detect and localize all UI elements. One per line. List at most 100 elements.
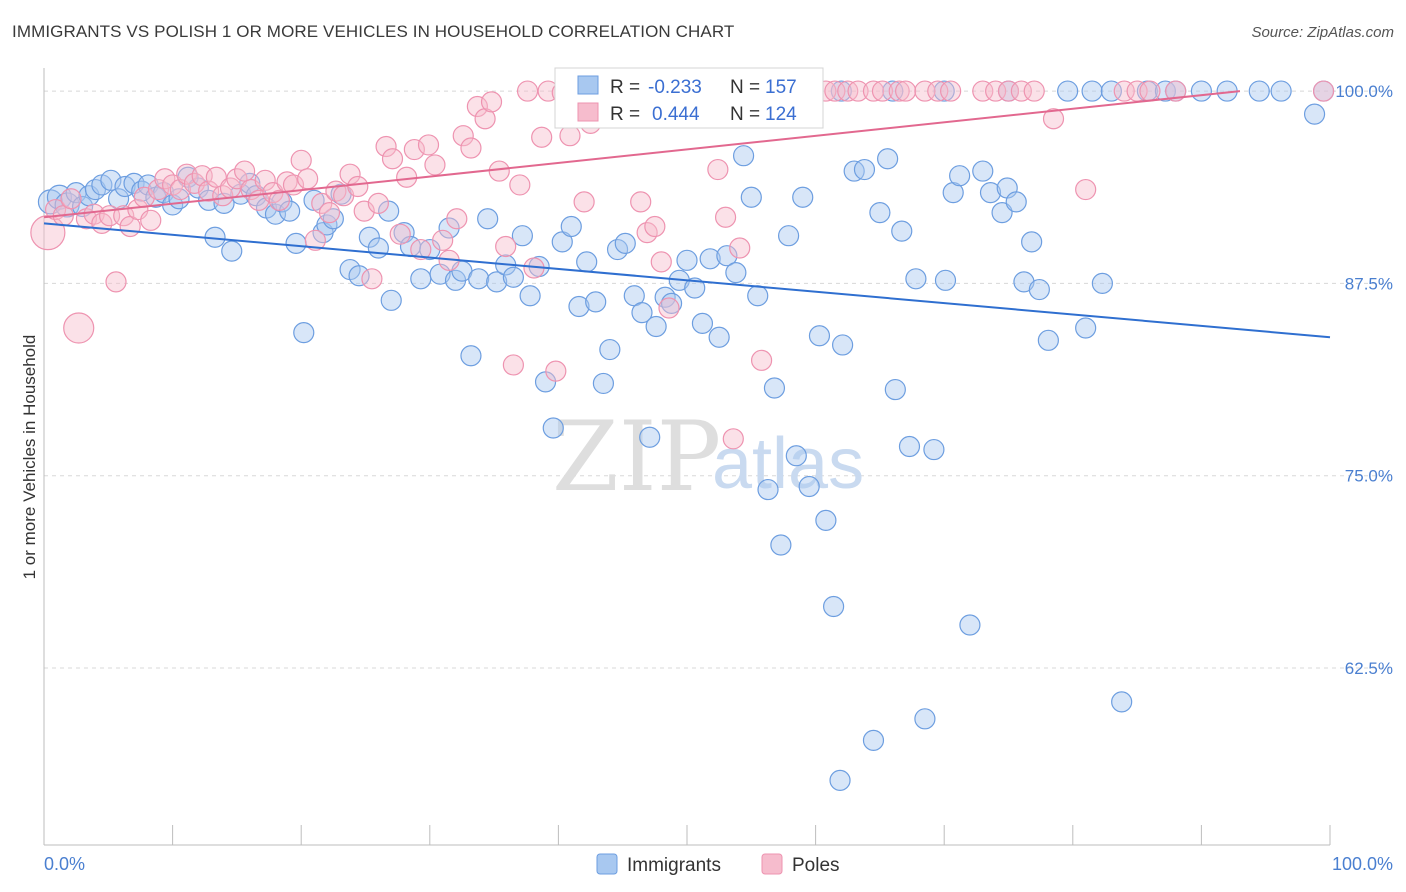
- immigrants-point-28: [264, 203, 287, 225]
- immigrants-point-53: [468, 268, 490, 290]
- immigrants-point-125: [1057, 80, 1079, 102]
- poles-point-14: [140, 209, 162, 231]
- poles-point-75: [573, 191, 595, 213]
- immigrants-point-65: [568, 295, 590, 318]
- immigrants-point-83: [708, 326, 730, 348]
- poles-point-32: [268, 189, 290, 211]
- immigrants-point-94: [792, 186, 814, 208]
- immigrants-point-68: [592, 372, 615, 395]
- trend-lines: [43, 90, 1331, 339]
- chart-source: Source: ZipAtlas.com: [1251, 24, 1394, 41]
- immigrants-point-75: [645, 315, 667, 338]
- immigrants-point-116: [972, 160, 994, 182]
- bottom-legend-swatch-immigrants: [596, 853, 618, 875]
- immigrants-point-4: [71, 195, 94, 218]
- poles-point-117: [985, 80, 1007, 102]
- immigrants-point-71: [614, 232, 636, 255]
- immigrants-point-117: [979, 182, 1002, 204]
- poles-point-24: [212, 185, 234, 207]
- poles-point-118: [997, 80, 1020, 102]
- poles-point-30: [254, 169, 276, 191]
- poles-point-87: [658, 297, 680, 319]
- poles-point-58: [452, 125, 474, 147]
- immigrants-point-118: [991, 202, 1013, 224]
- poles-point-49: [389, 223, 411, 245]
- poles-point-64: [495, 235, 517, 258]
- poles-point-27: [234, 160, 256, 182]
- immigrants-point-109: [905, 268, 927, 290]
- immigrants-trend-line: [43, 222, 1331, 339]
- immigrants-point-128: [1111, 691, 1133, 713]
- immigrants-point-82: [699, 248, 721, 270]
- poles-point-86: [650, 251, 672, 273]
- immigrants-point-105: [877, 148, 899, 170]
- poles-point-65: [502, 354, 524, 376]
- immigrants-point-142: [933, 80, 955, 102]
- immigrants-point-31: [285, 232, 307, 255]
- x-tick-label-min: 0.0%: [44, 854, 85, 874]
- poles-point-10: [113, 205, 135, 227]
- immigrants-point-81: [691, 312, 714, 335]
- y-tick-label-2: 75.0%: [1345, 467, 1393, 486]
- poles-point-120: [1023, 80, 1045, 102]
- immigrants-point-122: [1021, 231, 1043, 253]
- poles-point-126: [1165, 80, 1187, 102]
- immigrants-point-59: [519, 285, 541, 307]
- y-tick-labels: 100.0% 87.5% 75.0% 62.5%: [1335, 82, 1393, 678]
- immigrants-point-127: [1091, 272, 1113, 295]
- poles-point-112: [895, 80, 917, 102]
- immigrants-point-54: [477, 208, 499, 230]
- poles-point-116: [972, 80, 994, 102]
- immigrants-point-111: [923, 438, 945, 461]
- y-tick-label-3: 62.5%: [1345, 659, 1393, 678]
- bottom-legend-immigrants: Immigrants: [627, 855, 721, 876]
- immigrants-point-144: [1081, 80, 1103, 102]
- poles-point-60: [466, 95, 488, 118]
- immigrants-point-39: [348, 265, 370, 287]
- immigrants-point-58: [511, 225, 533, 247]
- legend-poles-r-label: R =: [610, 104, 640, 125]
- bottom-legend-poles: Poles: [792, 855, 840, 876]
- poles-point-55: [432, 229, 454, 251]
- poles-point-50: [396, 166, 418, 188]
- poles-point-110: [871, 80, 894, 102]
- poles-point-123: [1113, 80, 1135, 102]
- immigrants-point-108: [898, 435, 921, 458]
- poles-point-100: [750, 349, 773, 371]
- poles-point-15: [147, 178, 170, 201]
- poles-point-108: [847, 80, 869, 102]
- axes: [43, 68, 1331, 846]
- immigrants-point-140: [830, 80, 852, 102]
- immigrants-point-86: [732, 145, 755, 167]
- poles-point-53: [417, 134, 440, 156]
- immigrants-point-40: [358, 226, 380, 248]
- legend-poles-r-value: 0.444: [652, 104, 700, 125]
- immigrants-point-126: [1075, 317, 1097, 339]
- watermark: ZIP atlas: [552, 401, 864, 513]
- legend-swatch-immigrants: [577, 75, 599, 95]
- immigrants-point-73: [631, 302, 653, 324]
- immigrants-point-90: [763, 377, 786, 399]
- immigrants-point-100: [832, 334, 854, 356]
- poles-point-3: [60, 188, 82, 210]
- immigrants-point-89: [757, 478, 779, 501]
- y-tick-label-1: 87.5%: [1345, 274, 1393, 293]
- immigrants-point-1: [46, 184, 73, 210]
- poles-point-95: [714, 206, 737, 228]
- immigrants-point-87: [740, 186, 762, 208]
- immigrants-point-134: [1248, 80, 1270, 102]
- poles-point-71: [545, 360, 567, 382]
- immigrants-point-102: [853, 158, 876, 181]
- poles-point-22: [198, 180, 220, 202]
- immigrants-point-62: [542, 417, 564, 439]
- immigrants-point-66: [576, 251, 598, 273]
- immigrants-point-52: [460, 345, 482, 367]
- y-axis-label: 1 or more Vehicles in Household: [20, 335, 39, 580]
- immigrants-point-106: [884, 378, 906, 401]
- bottom-legend: Immigrants Poles: [596, 853, 840, 876]
- immigrants-point-57: [502, 266, 524, 288]
- legend-poles-n-value: 124: [765, 104, 797, 125]
- poles-point-69: [531, 126, 553, 148]
- immigrants-point-43: [380, 289, 402, 311]
